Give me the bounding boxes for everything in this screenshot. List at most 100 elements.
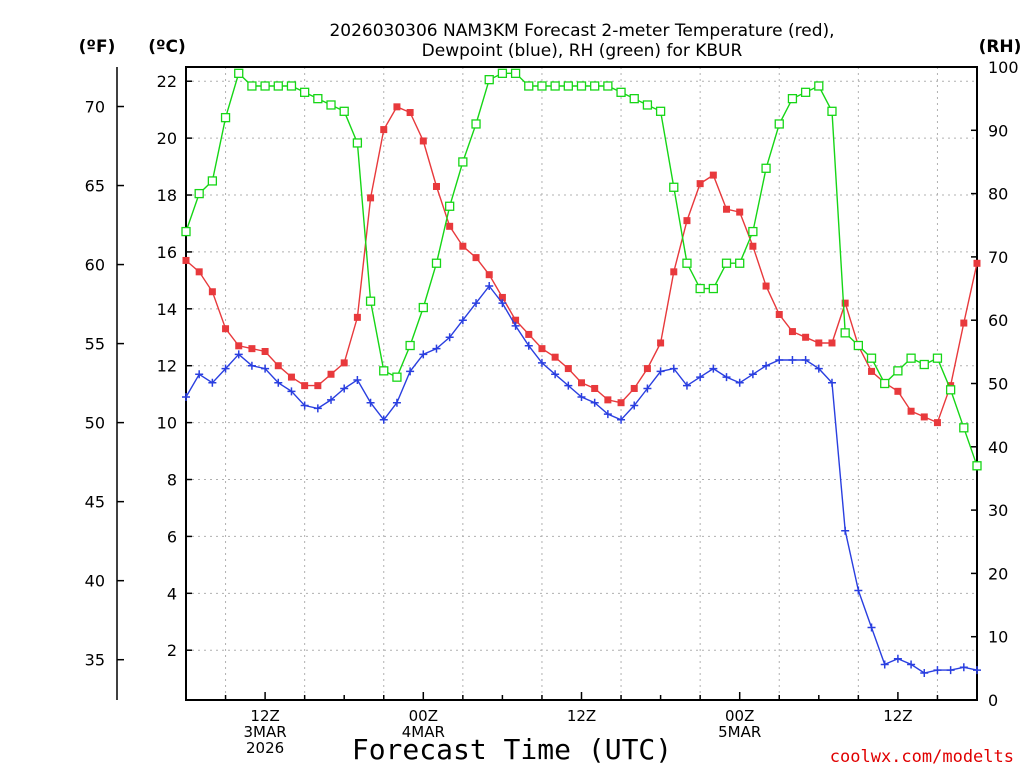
temperature-point bbox=[538, 345, 546, 353]
dewpoint-point bbox=[696, 373, 705, 382]
temperature-point bbox=[314, 382, 322, 390]
dewpoint-point bbox=[327, 395, 336, 404]
rh-axis: 0 10 20 30 40 50 60 70 80 90 100 bbox=[971, 58, 1019, 710]
rh-tick-label: 50 bbox=[988, 375, 1008, 394]
temperature-point bbox=[261, 347, 269, 355]
dewpoint-point bbox=[907, 660, 916, 669]
temperature-point bbox=[485, 271, 493, 279]
dewpoint-point bbox=[524, 341, 533, 350]
temperature-point bbox=[973, 259, 981, 267]
celsius-tick-label: 20 bbox=[157, 129, 177, 148]
temperature-point bbox=[512, 316, 520, 324]
rh-point bbox=[247, 81, 257, 91]
rh-point bbox=[748, 226, 758, 237]
temperature-point bbox=[564, 365, 572, 373]
series-temperature bbox=[182, 103, 981, 427]
series-layer bbox=[181, 68, 982, 677]
dewpoint-point bbox=[537, 358, 546, 367]
temperature-point bbox=[525, 330, 533, 338]
rh-point bbox=[669, 182, 679, 192]
dewpoint-point bbox=[340, 384, 349, 393]
rh-point bbox=[273, 81, 283, 91]
rh-point bbox=[866, 353, 877, 363]
rh-point bbox=[721, 258, 732, 268]
temperature-point bbox=[657, 339, 665, 347]
dewpoint-point bbox=[287, 387, 296, 396]
rh-point bbox=[365, 296, 376, 306]
fahrenheit-tick-label: 65 bbox=[85, 177, 105, 196]
rh-point bbox=[695, 283, 705, 294]
time-tick-label: 4MAR bbox=[402, 723, 445, 741]
rh-point bbox=[234, 68, 244, 78]
time-tick-label: 12Z bbox=[250, 707, 279, 725]
dewpoint-point bbox=[392, 398, 401, 407]
dewpoint-point bbox=[748, 370, 757, 379]
dewpoint-point bbox=[274, 378, 283, 387]
time-tick-label: 12Z bbox=[883, 707, 912, 725]
temperature-point bbox=[327, 370, 335, 378]
temperature-point bbox=[696, 180, 704, 188]
chart-title-line-2: Dewpoint (blue), RH (green) for KBUR bbox=[422, 41, 743, 61]
dewpoint-point bbox=[854, 586, 863, 595]
dewpoint-point bbox=[261, 364, 270, 373]
temperature-point bbox=[736, 208, 744, 216]
dewpoint-point bbox=[247, 361, 256, 370]
temperature-point bbox=[195, 268, 203, 276]
temperature-point bbox=[393, 103, 401, 111]
temperature-point bbox=[933, 419, 941, 427]
dewpoint-point bbox=[880, 660, 889, 669]
rh-point bbox=[576, 81, 587, 91]
rh-axis-unit: (RH) bbox=[979, 37, 1022, 57]
fahrenheit-tick-label: 35 bbox=[85, 651, 105, 670]
temperature-point bbox=[222, 325, 230, 333]
time-tick-label: 5MAR bbox=[718, 723, 761, 741]
rh-point bbox=[655, 106, 666, 116]
temperature-point bbox=[617, 399, 625, 407]
temperature-point bbox=[578, 379, 585, 387]
rh-point bbox=[642, 100, 653, 110]
temperature-point bbox=[551, 353, 559, 361]
temperature-point bbox=[287, 373, 295, 381]
rh-point bbox=[932, 353, 943, 363]
temperature-point bbox=[340, 359, 348, 367]
temperature-point bbox=[353, 313, 361, 321]
rh-tick-label: 20 bbox=[988, 564, 1008, 583]
rh-point bbox=[181, 226, 191, 237]
rh-point bbox=[603, 81, 613, 91]
dewpoint-point bbox=[827, 378, 836, 387]
temperature-point bbox=[604, 396, 612, 404]
dewpoint-point bbox=[669, 364, 678, 373]
temperature-point bbox=[182, 256, 190, 264]
celsius-tick-label: 4 bbox=[167, 584, 177, 603]
dewpoint-point bbox=[867, 623, 876, 632]
temperature-point bbox=[459, 242, 467, 250]
rh-point bbox=[339, 106, 349, 116]
rh-point bbox=[893, 366, 903, 376]
temperature-point bbox=[498, 293, 506, 301]
rh-point bbox=[326, 100, 336, 110]
time-tick-label: 12Z bbox=[567, 707, 596, 725]
rh-tick-label: 0 bbox=[988, 691, 998, 710]
temperature-point bbox=[815, 339, 823, 347]
rh-point bbox=[405, 340, 415, 351]
dewpoint-point bbox=[564, 381, 573, 390]
rh-point bbox=[352, 138, 363, 148]
rh-point bbox=[590, 81, 600, 91]
temperature-point bbox=[894, 387, 902, 395]
rh-point bbox=[761, 163, 771, 173]
dewpoint-point bbox=[419, 350, 428, 359]
fahrenheit-tick-label: 55 bbox=[85, 335, 105, 354]
rh-point bbox=[814, 81, 824, 91]
temperature-point bbox=[380, 126, 388, 134]
fahrenheit-axis-unit: (ºF) bbox=[79, 37, 116, 57]
time-tick-label: 2026 bbox=[246, 739, 284, 757]
dewpoint-point bbox=[577, 393, 586, 402]
rh-point bbox=[682, 258, 692, 268]
dewpoint-point bbox=[551, 370, 560, 379]
rh-tick-label: 40 bbox=[988, 438, 1008, 457]
dewpoint-point bbox=[973, 666, 981, 675]
temperature-point bbox=[841, 299, 849, 307]
fahrenheit-tick-label: 50 bbox=[85, 414, 105, 433]
rh-point bbox=[313, 94, 323, 104]
temperature-point bbox=[828, 339, 836, 347]
